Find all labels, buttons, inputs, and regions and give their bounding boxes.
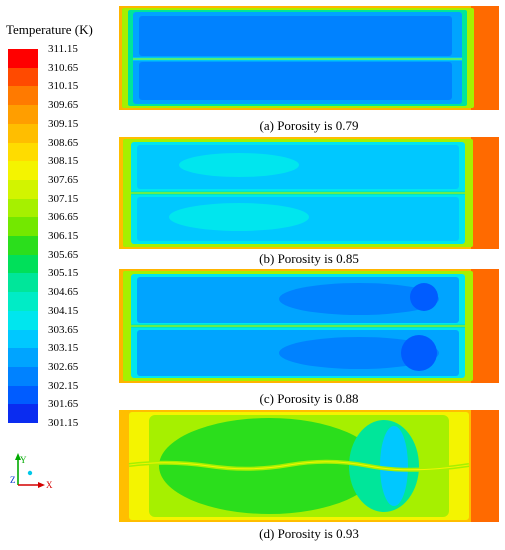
colorbar-swatch: [8, 123, 38, 143]
colorbar-tick-label: 302.15: [48, 379, 79, 392]
colorbar-tick-label: 307.65: [48, 173, 79, 186]
colorbar-tick-label: 310.65: [48, 61, 79, 74]
colorbar-swatch: [8, 86, 38, 106]
colorbar-tick-label: 301.15: [48, 417, 79, 429]
caption-b: (b) Porosity is 0.85: [259, 251, 359, 266]
colorbar-tick-label: 301.65: [48, 398, 79, 411]
caption-c: (c) Porosity is 0.88: [259, 391, 359, 406]
colorbar-tick-label: 309.15: [48, 117, 79, 130]
temperature-colorbar: [8, 49, 38, 424]
colorbar-swatch: [8, 49, 38, 69]
colorbar-tick-label: 308.15: [48, 155, 79, 168]
contour-d: [119, 410, 499, 522]
caption-d: (d) Porosity is 0.93: [259, 526, 359, 541]
colorbar-tick-label: 310.15: [48, 80, 79, 93]
legend-title: Temperature (K): [6, 22, 93, 37]
axis-y-label: Y: [20, 455, 27, 465]
colorbar-swatch: [8, 310, 38, 330]
colorbar-tick-label: 304.15: [48, 304, 79, 317]
colorbar-swatch: [8, 179, 38, 200]
colorbar-tick-label: 304.65: [48, 286, 79, 299]
colorbar-swatch: [8, 348, 38, 368]
colorbar-swatch: [8, 273, 38, 293]
colorbar-swatch: [8, 385, 38, 405]
colorbar-tick-label: 302.65: [48, 360, 79, 373]
axis-z-label: Z: [10, 475, 16, 485]
colorbar-swatch: [8, 292, 38, 312]
colorbar-swatch: [8, 105, 38, 125]
contour-c: [119, 269, 499, 383]
colorbar-swatch: [8, 236, 38, 256]
contour-b: [119, 137, 499, 249]
axis-x-label: X: [46, 480, 53, 490]
colorbar-swatch: [8, 161, 38, 181]
colorbar-tick-label: 311.15: [48, 43, 78, 55]
colorbar-swatch: [8, 329, 38, 349]
colorbar-tick-label: 308.65: [48, 136, 79, 149]
colorbar-swatch: [8, 404, 38, 424]
colorbar-tick-label: 306.65: [48, 211, 79, 224]
colorbar-tick-label: 305.65: [48, 248, 79, 261]
colorbar-swatch: [8, 142, 38, 162]
colorbar-tick-label: 305.15: [48, 267, 79, 280]
colorbar-tick-label: 303.15: [48, 342, 79, 355]
colorbar-swatch: [8, 366, 38, 387]
colorbar-tick-label: 307.15: [48, 192, 79, 205]
colorbar-tick-label: 303.65: [48, 323, 79, 336]
contour-a: [119, 6, 499, 110]
colorbar-tick-label: 309.65: [48, 99, 79, 112]
caption-a: (a) Porosity is 0.79: [259, 118, 359, 133]
colorbar-swatch: [8, 254, 38, 274]
colorbar-swatch: [8, 198, 38, 218]
axis-triad-icon: Y Z X: [10, 453, 53, 490]
colorbar-swatch: [8, 67, 38, 87]
colorbar-swatch: [8, 217, 38, 237]
colorbar-tick-label: 306.15: [48, 230, 79, 242]
